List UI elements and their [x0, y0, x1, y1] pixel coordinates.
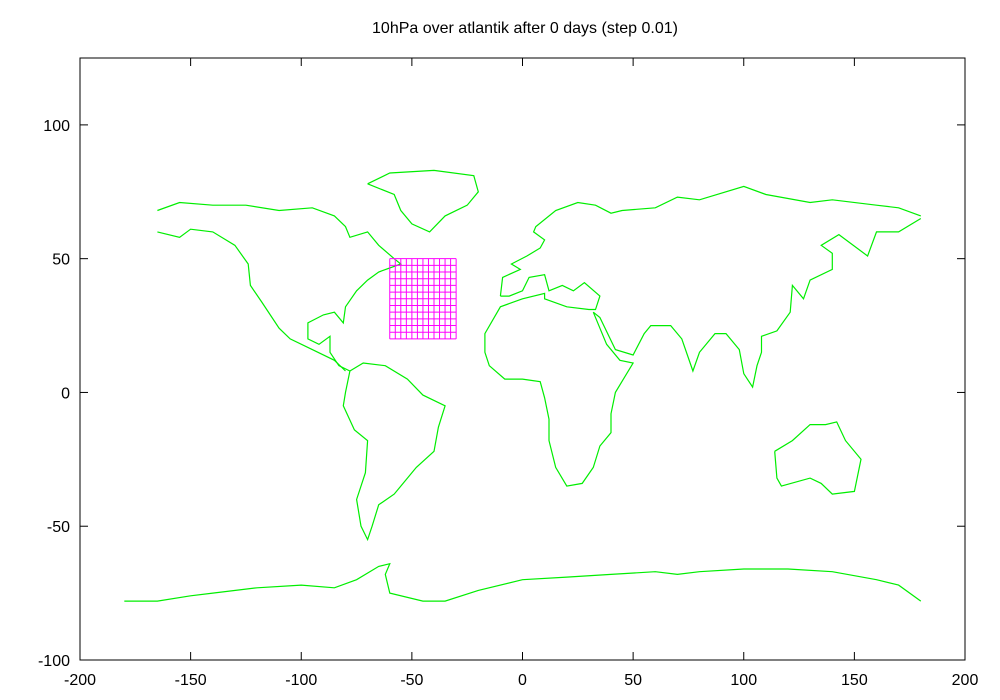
coastline-europe-north — [499, 185, 922, 297]
y-tick-label: 0 — [61, 385, 70, 402]
y-tick-label: -50 — [47, 519, 70, 536]
x-tick-label: -200 — [64, 672, 96, 689]
coastline-north-america — [157, 201, 403, 372]
coastline-greenland — [367, 169, 479, 233]
x-tick-label: -50 — [400, 672, 423, 689]
highlight-grid-box — [389, 258, 457, 340]
x-tick-label: 0 — [518, 672, 527, 689]
plot-frame — [79, 57, 966, 661]
coastline-north-america-west — [157, 228, 346, 372]
x-tick-label: -150 — [175, 672, 207, 689]
axes-frame: -200 -150 -100 -50 0 50 100 150 200 -100 -50 0 50 100 — [38, 57, 979, 689]
x-tick-label: 200 — [952, 672, 979, 689]
y-tick-label: 50 — [52, 252, 70, 269]
coastline-antarctica — [124, 562, 922, 602]
x-tick-label: 100 — [730, 672, 757, 689]
coastline-layer — [124, 169, 922, 602]
coastline-australia — [774, 421, 862, 495]
y-tick-label: 100 — [43, 118, 70, 135]
coastline-europe-africa — [484, 274, 635, 487]
coastline-south-america — [342, 362, 446, 542]
chart-title: 10hPa over atlantik after 0 days (step 0… — [372, 20, 678, 37]
x-tick-label: -100 — [285, 672, 317, 689]
x-tick-label: 50 — [624, 672, 642, 689]
y-tick-label: -100 — [38, 653, 70, 670]
coastline-asia-south — [592, 217, 922, 389]
x-tick-label: 150 — [841, 672, 868, 689]
